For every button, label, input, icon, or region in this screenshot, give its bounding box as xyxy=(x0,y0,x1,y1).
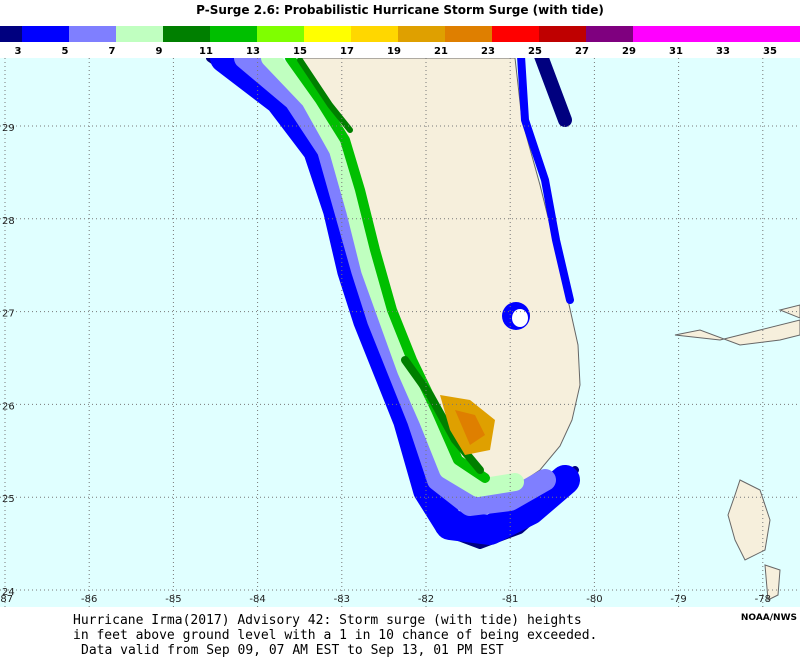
bahamas xyxy=(778,304,800,319)
bahamas xyxy=(764,564,781,601)
legend-swatch xyxy=(22,26,69,42)
legend-swatch xyxy=(351,26,398,42)
bahamas xyxy=(727,479,771,561)
longitude-label: -78 xyxy=(755,594,771,605)
longitude-label: -81 xyxy=(502,594,518,605)
legend-label: 23 xyxy=(481,46,495,57)
longitude-label: -86 xyxy=(81,594,97,605)
legend-label: 17 xyxy=(340,46,354,57)
legend-label: 13 xyxy=(246,46,260,57)
legend-swatch xyxy=(492,26,539,42)
surge-bands xyxy=(206,58,580,549)
legend-swatch xyxy=(304,26,351,42)
caption-line: in feet above ground level with a 1 in 1… xyxy=(73,628,597,643)
legend-swatch xyxy=(680,26,727,42)
latitude-label: 25 xyxy=(2,494,15,505)
bahamas xyxy=(674,319,800,346)
legend-label: 31 xyxy=(669,46,683,57)
lake-okeechobee xyxy=(512,309,528,327)
legend-swatch xyxy=(69,26,116,42)
caption-line: Hurricane Irma(2017) Advisory 42: Storm … xyxy=(73,613,582,628)
legend-label: 19 xyxy=(387,46,401,57)
latitude-label: 27 xyxy=(2,309,15,320)
legend-label: 35 xyxy=(763,46,777,57)
legend-label: 27 xyxy=(575,46,589,57)
latitude-label: 28 xyxy=(2,216,15,227)
legend-swatch xyxy=(539,26,586,42)
legend-swatch xyxy=(398,26,445,42)
title: P-Surge 2.6: Probabilistic Hurricane Sto… xyxy=(196,3,604,17)
credit: NOAA/NWS xyxy=(741,613,797,623)
latitude-label: 26 xyxy=(2,401,15,412)
legend-label: 29 xyxy=(622,46,636,57)
legend-label: 15 xyxy=(293,46,307,57)
longitude-label: -84 xyxy=(249,594,265,605)
longitude-label: -85 xyxy=(165,594,181,605)
legend-label: 7 xyxy=(109,46,116,57)
legend-swatch xyxy=(633,26,680,42)
surge-peak xyxy=(455,410,485,445)
legend-swatch xyxy=(210,26,257,42)
legend-swatch xyxy=(163,26,210,42)
legend-label: 5 xyxy=(62,46,69,57)
legend-swatch xyxy=(116,26,163,42)
legend-label: 9 xyxy=(156,46,163,57)
legend-label: 25 xyxy=(528,46,542,57)
legend-swatch xyxy=(727,26,774,42)
legend-swatch xyxy=(774,26,800,42)
legend: 3 5 7 9 11 13 15 17 19 21 23 25 27 29 31 33 35 xyxy=(0,26,800,57)
legend-label: 3 xyxy=(15,46,22,57)
longitude-label: -79 xyxy=(670,594,686,605)
latitude-label: 24 xyxy=(2,587,15,598)
longitude-label: -83 xyxy=(334,594,350,605)
legend-swatch xyxy=(445,26,492,42)
legend-label: 21 xyxy=(434,46,448,57)
longitude-label: -80 xyxy=(586,594,602,605)
longitude-label: -87 xyxy=(0,594,13,605)
graticule: -87 -86 -85 -84 -83 -82 -81 -80 -79 -78 24 25 26 27 28… xyxy=(0,58,800,607)
legend-swatch xyxy=(0,26,22,42)
latitude-label: 29 xyxy=(2,123,15,134)
legend-label: 33 xyxy=(716,46,730,57)
legend-swatch xyxy=(257,26,304,42)
longitude-label: -82 xyxy=(418,594,434,605)
legend-label: 11 xyxy=(199,46,213,57)
legend-swatch xyxy=(586,26,633,42)
map: -87 -86 -85 -84 -83 -82 -81 -80 -79 -78 24 25 26 27 28… xyxy=(0,58,800,607)
caption-line: Data valid from Sep 09, 07 AM EST to Sep… xyxy=(81,643,504,658)
